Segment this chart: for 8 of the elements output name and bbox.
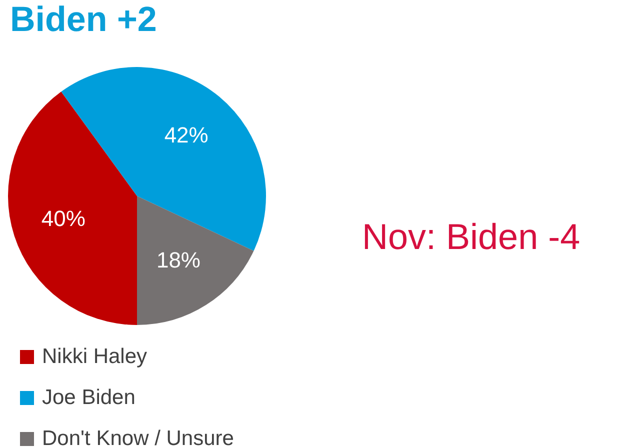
data-label: 42%	[164, 122, 208, 148]
data-label: 18%	[156, 247, 200, 272]
legend-label: Don't Know / Unsure	[42, 426, 234, 448]
data-label: 40%	[41, 206, 86, 231]
legend-label: Joe Biden	[42, 386, 136, 410]
chart-title: Biden +2	[10, 0, 157, 40]
text: Nov: Biden -4	[362, 216, 580, 258]
legend-label: Nikki Haley	[42, 344, 148, 368]
